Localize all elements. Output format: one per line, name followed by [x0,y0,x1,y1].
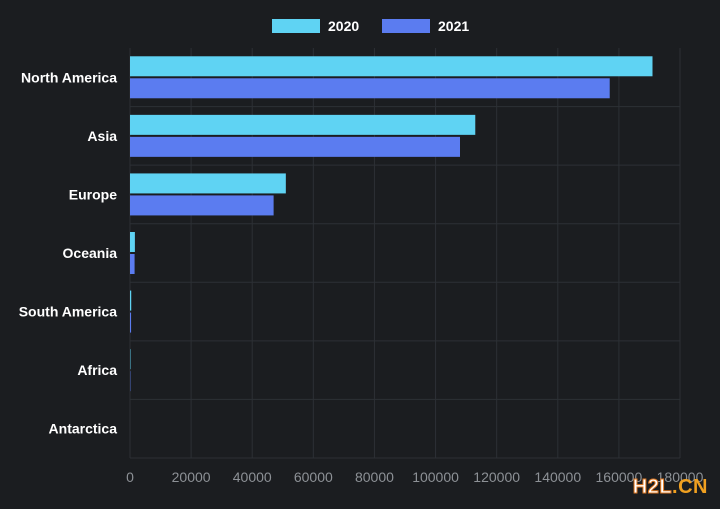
bar-europe-2021 [130,195,274,216]
bar-oceania-2021 [130,254,135,274]
legend-label-2021: 2021 [438,18,469,34]
category-label-5: Africa [77,362,117,378]
legend-swatch-2021 [382,19,430,33]
x-tick-label-1: 20000 [172,469,211,485]
x-tick-label-3: 60000 [294,469,333,485]
category-label-0: North America [21,69,117,85]
bar-south-america-2021 [130,312,132,333]
x-tick-label-4: 80000 [355,469,394,485]
bar-asia-2020 [130,114,476,135]
x-tick-label-9: 180000 [657,469,704,485]
category-label-2: Europe [69,186,117,202]
x-tick-label-5: 100000 [412,469,459,485]
watermark-logo: H2L.CN [632,476,708,499]
legend-label-2020: 2020 [328,18,359,34]
x-tick-label-0: 0 [126,469,134,485]
bar-asia-2021 [130,136,460,157]
x-tick-label-7: 140000 [534,469,581,485]
bar-europe-2020 [130,173,286,194]
bar-south-america-2020 [130,290,132,311]
category-label-1: Asia [87,128,117,144]
watermark-part1: H2L [632,476,673,499]
category-label-6: Antarctica [49,421,118,437]
watermark-part2: .CN [672,476,708,498]
x-tick-label-6: 120000 [473,469,520,485]
legend-swatch-2020 [272,19,320,33]
x-tick-label-8: 160000 [596,469,643,485]
category-label-3: Oceania [63,245,118,261]
category-label-4: South America [19,304,117,320]
bar-north-america-2021 [130,78,610,99]
x-tick-label-2: 40000 [233,469,272,485]
bar-north-america-2020 [130,56,653,77]
bar-oceania-2020 [130,232,135,252]
